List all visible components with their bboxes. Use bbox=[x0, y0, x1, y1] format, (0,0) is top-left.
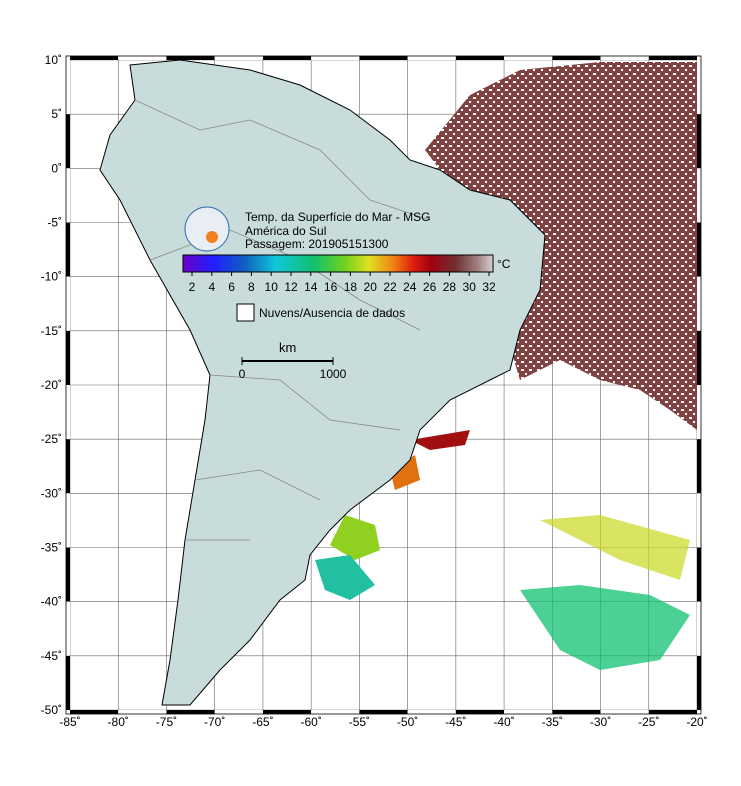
colorbar-tick-label: 12 bbox=[284, 280, 298, 294]
lon-tick-label: -60˚ bbox=[300, 715, 321, 729]
lat-tick-label: 5˚ bbox=[51, 107, 62, 121]
lat-tick-label: -35˚ bbox=[41, 541, 62, 555]
legend-swatch bbox=[236, 303, 255, 322]
legend-panel: Temp. da Superfície do Mar - MSG América… bbox=[182, 206, 511, 381]
colorbar-tick-label: 18 bbox=[344, 280, 358, 294]
lat-tick-label: -15˚ bbox=[41, 324, 62, 338]
sst-patch bbox=[390, 455, 420, 490]
lat-tick-label: -20˚ bbox=[41, 378, 62, 392]
lat-tick-label: -40˚ bbox=[41, 595, 62, 609]
lon-tick-label: -85˚ bbox=[59, 715, 80, 729]
colorbar-tick-label: 16 bbox=[324, 280, 338, 294]
colorbar-tick-label: 30 bbox=[463, 280, 477, 294]
sst-patch bbox=[315, 555, 375, 600]
colorbar-ticks: 2 4 6 8 10 12 14 16 18 20 22 24 26 28 30 32 bbox=[189, 272, 496, 294]
colorbar-tick-label: 6 bbox=[228, 280, 235, 294]
lat-tick-label: -25˚ bbox=[41, 432, 62, 446]
lat-tick-label: -30˚ bbox=[41, 486, 62, 500]
colorbar-tick-label: 8 bbox=[248, 280, 255, 294]
sst-patch bbox=[410, 430, 470, 450]
colorbar-tick-label: 10 bbox=[265, 280, 279, 294]
colorbar-tick-label: 26 bbox=[423, 280, 437, 294]
lon-tick-label: -50˚ bbox=[397, 715, 418, 729]
colorbar-tick-label: 20 bbox=[364, 280, 378, 294]
lat-tick-label: -5˚ bbox=[47, 216, 62, 230]
inpe-logo bbox=[184, 206, 230, 252]
lon-tick-label: -40˚ bbox=[493, 715, 514, 729]
lon-tick-label: -70˚ bbox=[204, 715, 225, 729]
region: América do Sul bbox=[245, 224, 326, 238]
colorbar-unit: °C bbox=[497, 257, 511, 271]
colorbar-tick-label: 24 bbox=[403, 280, 417, 294]
colorbar-tick-label: 14 bbox=[304, 280, 318, 294]
lon-tick-label: -65˚ bbox=[252, 715, 273, 729]
lon-tick-label: -75˚ bbox=[156, 715, 177, 729]
pass: Passagem: 201905151300 bbox=[245, 237, 389, 251]
lon-tick-label: -80˚ bbox=[108, 715, 129, 729]
frame-border bbox=[65, 55, 702, 715]
scale-start: 0 bbox=[239, 367, 246, 381]
lat-tick-label: 0˚ bbox=[51, 161, 62, 175]
title: Temp. da Superfície do Mar - MSG bbox=[245, 210, 430, 224]
lat-tick-label: -45˚ bbox=[41, 649, 62, 663]
lon-tick-label: -25˚ bbox=[638, 715, 659, 729]
lon-tick-label: -35˚ bbox=[542, 715, 563, 729]
colorbar-tick-label: 32 bbox=[482, 280, 496, 294]
colorbar-tick-label: 2 bbox=[189, 280, 196, 294]
colorbar-tick-label: 22 bbox=[383, 280, 397, 294]
lon-tick-label: -30˚ bbox=[590, 715, 611, 729]
scale-end: 1000 bbox=[320, 367, 347, 381]
sst-cloud-region bbox=[425, 62, 697, 430]
lon-tick-label: -45˚ bbox=[445, 715, 466, 729]
lat-tick-label: 10˚ bbox=[45, 53, 62, 67]
colorbar-tick-label: 4 bbox=[208, 280, 215, 294]
inpe-logo-sun bbox=[206, 231, 218, 243]
sst-patch bbox=[520, 585, 690, 670]
colorbar bbox=[182, 254, 494, 273]
sst-patch bbox=[330, 515, 380, 560]
legend-label: Nuvens/Ausencia de dados bbox=[259, 306, 405, 320]
frame bbox=[65, 55, 702, 715]
lat-tick-label: -50˚ bbox=[41, 703, 62, 717]
scale-unit: km bbox=[279, 340, 296, 355]
lon-tick-label: -20˚ bbox=[686, 715, 707, 729]
sst-patch bbox=[540, 515, 690, 580]
colorbar-tick-label: 28 bbox=[443, 280, 457, 294]
lat-tick-label: -10˚ bbox=[41, 270, 62, 284]
lon-tick-label: -55˚ bbox=[349, 715, 370, 729]
